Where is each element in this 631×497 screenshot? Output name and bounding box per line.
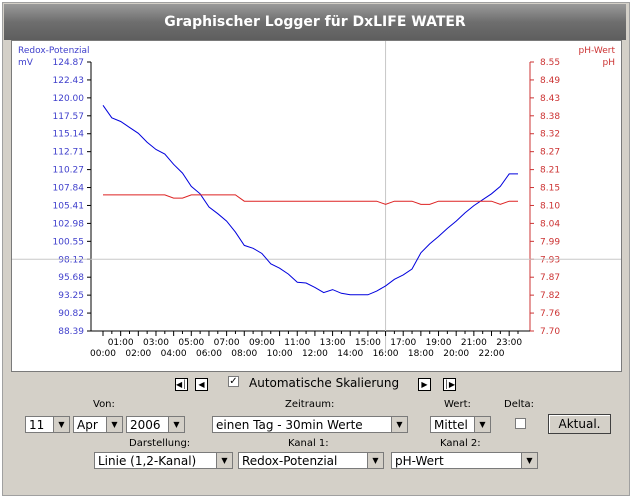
x-tick-label-bottom: 04:00 [161, 349, 187, 359]
left-tick-label: 88.39 [58, 327, 84, 337]
last-page-icon[interactable]: │▶ [443, 378, 456, 391]
x-tick-label-top: 01:00 [108, 338, 134, 348]
kanal2-select[interactable]: pH-Wert ▼ [391, 452, 538, 469]
month-select[interactable]: Apr ▼ [73, 416, 123, 433]
right-tick-label: 8.10 [540, 201, 560, 211]
right-tick-label: 7.76 [540, 309, 560, 319]
kanal1-select[interactable]: Redox-Potenzial ▼ [238, 452, 384, 469]
x-tick-label-bottom: 10:00 [267, 349, 293, 359]
x-tick-label-top: 09:00 [249, 338, 275, 348]
kanal2-label: Kanal 2: [440, 438, 481, 449]
left-tick-label: 117.57 [53, 112, 85, 122]
von-label: Von: [93, 399, 115, 410]
right-tick-label: 7.93 [540, 255, 560, 265]
right-tick-label: 8.32 [540, 130, 560, 140]
right-tick-label: 8.55 [540, 58, 560, 68]
left-tick-label: 90.82 [58, 309, 84, 319]
wert-select[interactable]: Mittel ▼ [430, 416, 491, 433]
x-tick-label-top: 23:00 [496, 338, 522, 348]
right-tick-label: 8.21 [540, 166, 560, 176]
left-tick-label: 98.12 [58, 255, 84, 265]
chart-area[interactable]: Redox-Potenzial mV pH-Wert pH 124.87 122.43 12… [11, 40, 622, 372]
chevron-down-icon: ▼ [521, 453, 537, 468]
chevron-down-icon: ▼ [474, 417, 490, 432]
chevron-down-icon: ▼ [216, 453, 232, 468]
x-tick-label-bottom: 12:00 [302, 349, 328, 359]
x-tick-label-bottom: 02:00 [125, 349, 151, 359]
left-tick-label: 124.87 [53, 58, 85, 68]
auto-scale-checkbox[interactable]: ✓ [228, 376, 239, 387]
day-select[interactable]: 11 ▼ [25, 416, 70, 433]
left-tick-label: 112.71 [53, 148, 85, 158]
right-tick-label: 7.99 [540, 237, 560, 247]
chevron-down-icon: ▼ [367, 453, 383, 468]
left-axis-unit: mV [18, 58, 34, 68]
left-axis-title: Redox-Potenzial [18, 46, 90, 56]
x-tick-label-top: 05:00 [178, 338, 204, 348]
chevron-down-icon: ▼ [168, 417, 184, 432]
x-tick-label-top: 19:00 [426, 338, 452, 348]
right-axis-title: pH-Wert [578, 46, 615, 56]
chevron-down-icon: ▼ [53, 417, 69, 432]
series-line-ph [103, 194, 518, 205]
x-tick-label-bottom: 18:00 [408, 349, 434, 359]
x-tick-label-top: 15:00 [355, 338, 381, 348]
right-tick-label: 7.82 [540, 291, 560, 301]
x-tick-label-bottom: 14:00 [337, 349, 363, 359]
left-tick-label: 102.98 [53, 219, 85, 229]
left-tick-label: 105.41 [53, 201, 85, 211]
x-tick-label-top: 11:00 [284, 338, 310, 348]
x-tick-label-top: 03:00 [143, 338, 169, 348]
x-tick-label-top: 17:00 [390, 338, 416, 348]
line-chart[interactable]: Redox-Potenzial mV pH-Wert pH 124.87 122.43 12… [12, 41, 621, 371]
chevron-down-icon: ▼ [106, 417, 122, 432]
auto-scale-label: Automatische Skalierung [249, 376, 400, 390]
left-tick-label: 122.43 [53, 76, 85, 86]
right-tick-label: 8.38 [540, 112, 560, 122]
left-tick-label: 110.27 [53, 166, 85, 176]
delta-checkbox[interactable] [515, 418, 526, 429]
x-tick-label-bottom: 20:00 [443, 349, 469, 359]
series-line-redox [102, 105, 518, 296]
previous-page-icon[interactable]: ◀ [195, 378, 208, 391]
update-button[interactable]: Aktual. [548, 414, 611, 434]
year-select[interactable]: 2006 ▼ [126, 416, 185, 433]
wert-label: Wert: [444, 399, 471, 410]
x-tick-label-bottom: 22:00 [479, 349, 505, 359]
left-tick-label: 120.00 [53, 94, 85, 104]
x-tick-label-top: 13:00 [320, 338, 346, 348]
right-axis-unit: pH [603, 58, 615, 68]
left-tick-label: 95.68 [58, 273, 84, 283]
x-tick-label-top: 07:00 [214, 338, 240, 348]
x-tick-label-bottom: 06:00 [196, 349, 222, 359]
zeitraum-label: Zeitraum: [285, 399, 335, 410]
x-tick-label-bottom: 16:00 [373, 349, 399, 359]
right-tick-label: 8.04 [540, 219, 560, 229]
delta-label: Delta: [504, 399, 535, 410]
left-tick-label: 100.55 [53, 237, 85, 247]
next-page-icon[interactable]: ▶ [418, 378, 431, 391]
kanal1-label: Kanal 1: [288, 438, 329, 449]
x-tick-label-bottom: 00:00 [90, 349, 116, 359]
left-tick-label: 93.25 [58, 291, 84, 301]
zeitraum-select[interactable]: einen Tag - 30min Werte ▼ [212, 416, 408, 433]
right-tick-label: 8.15 [540, 184, 560, 194]
chevron-down-icon: ▼ [391, 417, 407, 432]
first-page-icon[interactable]: ◀│ [175, 378, 188, 391]
right-tick-label: 8.43 [540, 94, 560, 104]
right-tick-label: 7.70 [540, 327, 560, 337]
x-tick-label-top: 21:00 [461, 338, 487, 348]
window-title: Graphischer Logger für DxLIFE WATER [4, 4, 626, 40]
x-tick-label-bottom: 08:00 [231, 349, 257, 359]
right-tick-label: 8.49 [540, 76, 560, 86]
right-tick-label: 7.87 [540, 273, 560, 283]
right-tick-label: 8.27 [540, 148, 560, 158]
left-tick-label: 107.84 [53, 184, 85, 194]
darstellung-label: Darstellung: [129, 438, 191, 449]
darstellung-select[interactable]: Linie (1,2-Kanal) ▼ [94, 452, 233, 469]
left-tick-label: 115.14 [53, 130, 85, 140]
